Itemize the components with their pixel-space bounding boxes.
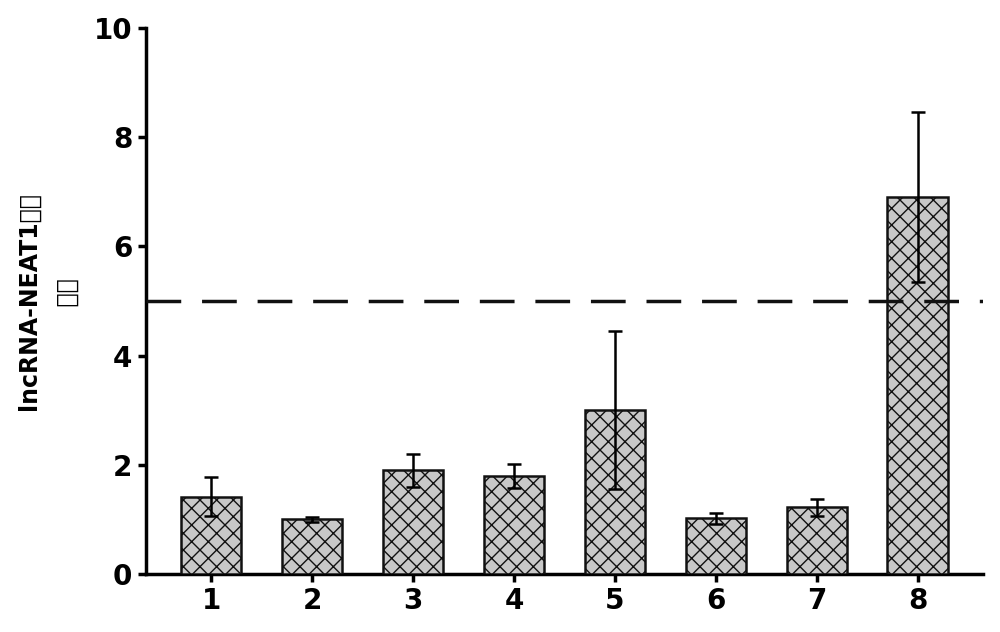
Bar	[585, 410, 645, 574]
Bar	[484, 476, 544, 574]
Bar	[787, 507, 847, 574]
Y-axis label: lncRNA-NEAT1相对
  含量: lncRNA-NEAT1相对 含量	[17, 192, 80, 410]
Bar	[887, 197, 948, 574]
Bar	[383, 470, 443, 574]
Bar	[282, 520, 342, 574]
Bar	[686, 518, 746, 574]
Bar	[181, 497, 241, 574]
